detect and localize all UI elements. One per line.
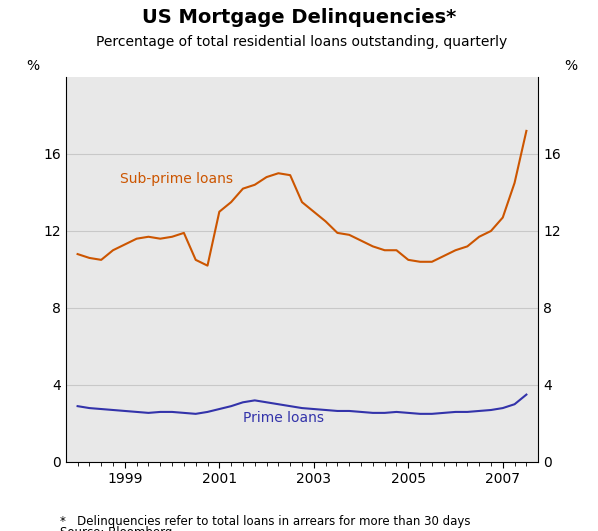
Text: US Mortgage Delinquencies*: US Mortgage Delinquencies* <box>142 8 456 27</box>
Text: %: % <box>26 59 39 73</box>
Title: Percentage of total residential loans outstanding, quarterly: Percentage of total residential loans ou… <box>96 36 508 49</box>
Text: Sub-prime loans: Sub-prime loans <box>120 172 233 186</box>
Text: *   Delinquencies refer to total loans in arrears for more than 30 days: * Delinquencies refer to total loans in … <box>60 515 470 528</box>
Text: Source: Bloomberg: Source: Bloomberg <box>60 526 172 531</box>
Text: %: % <box>565 59 578 73</box>
Text: Prime loans: Prime loans <box>243 410 324 425</box>
